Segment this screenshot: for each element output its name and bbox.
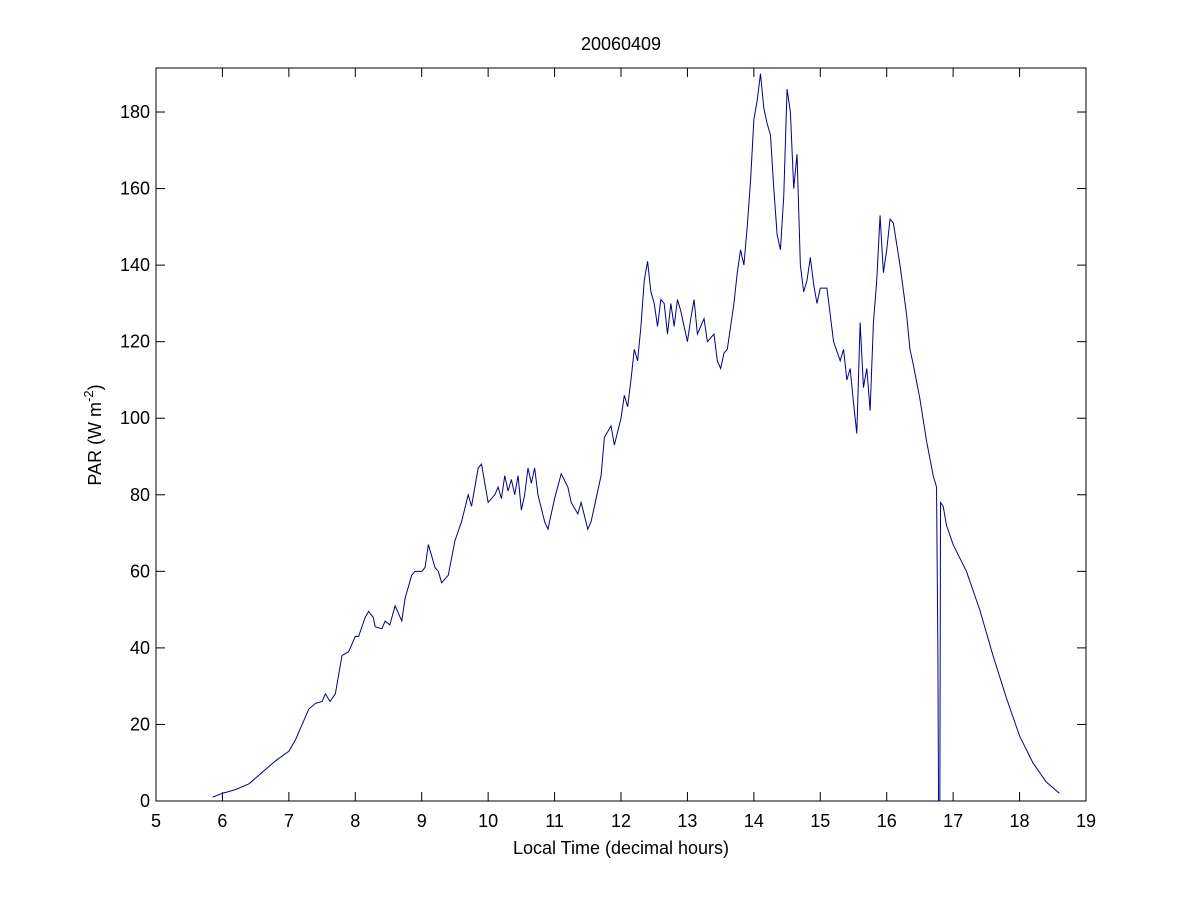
y-tick-label: 100	[120, 408, 150, 428]
x-tick-label: 9	[417, 811, 427, 831]
y-axis-label: PAR (W m-2)	[81, 384, 105, 485]
x-tick-label: 11	[545, 811, 564, 831]
x-tick-label: 18	[1010, 811, 1030, 831]
x-tick-label: 6	[217, 811, 227, 831]
x-tick-label: 8	[350, 811, 360, 831]
x-tick-label: 13	[677, 811, 697, 831]
y-tick-label: 160	[120, 179, 150, 199]
y-tick-label: 180	[120, 102, 150, 122]
x-tick-label: 15	[810, 811, 830, 831]
data-line	[212, 73, 1060, 802]
x-axis-label: Local Time (decimal hours)	[513, 838, 729, 858]
x-tick-label: 19	[1076, 811, 1096, 831]
x-tick-label: 7	[284, 811, 294, 831]
y-tick-label: 60	[130, 561, 150, 581]
x-tick-label: 14	[744, 811, 764, 831]
x-tick-label: 12	[611, 811, 631, 831]
x-tick-label: 17	[943, 811, 963, 831]
y-tick-label: 140	[120, 255, 150, 275]
y-axis-label-superscript: -2	[81, 390, 96, 402]
y-tick-label: 0	[140, 791, 150, 811]
y-tick-label: 120	[120, 332, 150, 352]
y-axis-label-text: )	[85, 384, 105, 390]
chart-title: 20060409	[581, 34, 661, 54]
plot-area	[155, 67, 1087, 802]
y-tick-label: 40	[130, 638, 150, 658]
y-tick-label: 20	[130, 714, 150, 734]
x-tick-label: 5	[151, 811, 161, 831]
y-tick-label: 80	[130, 485, 150, 505]
x-tick-label: 16	[877, 811, 897, 831]
x-tick-label: 10	[478, 811, 498, 831]
y-axis-label-text: PAR (W m	[85, 402, 105, 486]
